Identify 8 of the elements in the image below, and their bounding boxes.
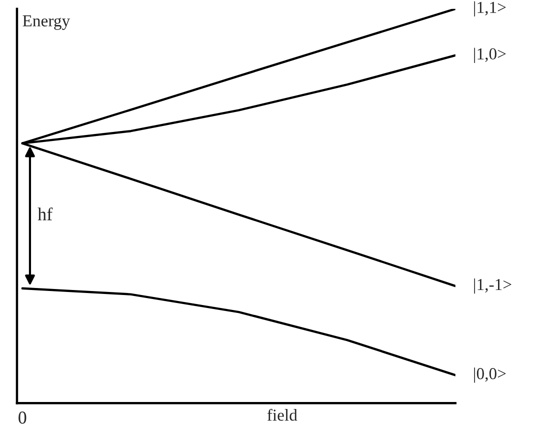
annotation: hf — [38, 207, 53, 220]
series-label: |1,0> — [474, 48, 506, 63]
text: 0 — [18, 412, 26, 424]
series-label: |1,-1> — [474, 278, 512, 294]
x-axis-title: field — [267, 408, 298, 421]
series-label: |0,0> — [474, 368, 506, 383]
y-axis-title: Energy — [22, 15, 70, 30]
series-label: |1,1> — [474, 1, 506, 16]
